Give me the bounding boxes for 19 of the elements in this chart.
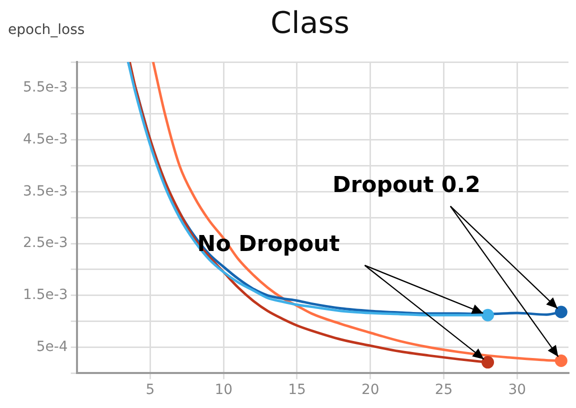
y-tick-label: 5e-4	[36, 338, 68, 355]
x-tick-label: 15	[288, 382, 306, 398]
x-tick-label: 5	[146, 382, 155, 398]
x-tick-label: 20	[361, 382, 380, 398]
point	[482, 308, 494, 322]
point	[482, 356, 494, 369]
x-tick-label: 30	[508, 382, 526, 398]
y-tick-label: 3.5e-3	[22, 183, 68, 200]
y-tick-label: 2.5e-3	[22, 235, 68, 252]
x-tick-label: 25	[434, 382, 453, 398]
x-tick-label: 10	[214, 382, 233, 398]
y-tick-label: 1.5e-3	[22, 287, 68, 304]
chart-title: Class	[270, 6, 350, 41]
y-tick-label: 4.5e-3	[22, 131, 68, 148]
y-axis-title: epoch_loss	[8, 22, 85, 38]
y-tick-label: 5.5e-3	[22, 80, 68, 96]
point	[554, 354, 568, 367]
annotation: Dropout 0.2	[332, 173, 480, 198]
point	[554, 306, 568, 318]
